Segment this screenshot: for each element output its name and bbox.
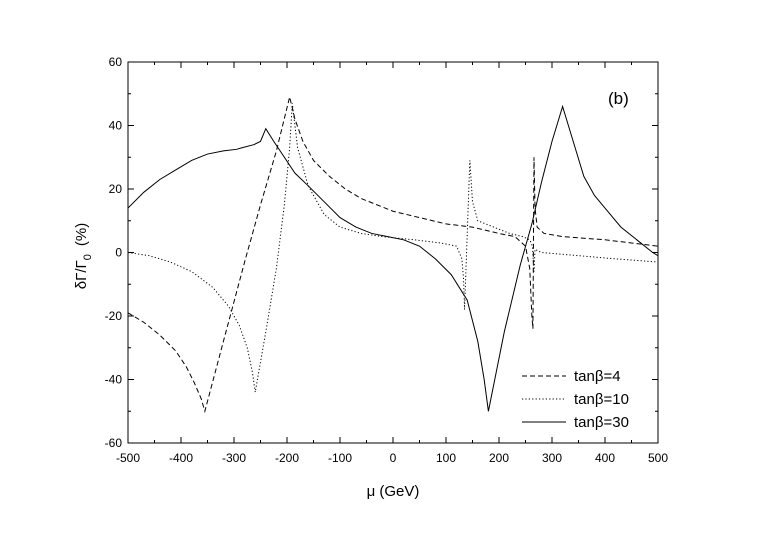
y-tick-label: 40 (109, 119, 123, 133)
x-tick-label: 400 (595, 451, 615, 465)
y-axis-title-subscript: 0 (82, 254, 94, 260)
series-group (127, 96, 659, 414)
x-tick-label: 100 (436, 451, 456, 465)
y-tick-label: 0 (115, 246, 122, 260)
x-tick-label: -500 (116, 451, 140, 465)
legend-label-1: tanβ=4 (574, 368, 621, 385)
x-axis-title: μ (GeV) (367, 483, 420, 500)
y-tick-label: 20 (109, 182, 123, 196)
x-tick-label: 200 (489, 451, 509, 465)
x-tick-label: -300 (222, 451, 246, 465)
y-axis-title-main: δΓ/Γ (73, 260, 90, 289)
plot-frame (127, 61, 659, 444)
panel-label: (b) (608, 89, 629, 108)
y-tick-label: -20 (105, 309, 123, 323)
x-tick-label: 0 (390, 451, 397, 465)
series-line-1 (127, 96, 659, 414)
y-tick-label: -60 (105, 436, 123, 450)
x-tick-label: 500 (648, 451, 668, 465)
y-axis-title-unit: (%) (73, 223, 90, 246)
y-tick-label: 60 (109, 55, 123, 69)
legend: tanβ=4 tanβ=10 tanβ=30 (522, 368, 629, 431)
x-tick-label: 300 (542, 451, 562, 465)
series-line-3 (127, 104, 659, 412)
x-tick-label: -400 (169, 451, 193, 465)
tick-label-group: -500 -400 -300 -200 -100 0 100 200 300 400 500-60-… (105, 55, 669, 465)
legend-label-3: tanβ=30 (574, 414, 629, 431)
svg-text:δΓ/Γ0(%): δΓ/Γ0 (%) (73, 223, 94, 290)
tick-group (127, 61, 659, 444)
x-tick-label: -100 (328, 451, 352, 465)
series-line-2 (127, 103, 659, 393)
y-axis-title: δΓ/Γ0 (%) (73, 223, 94, 290)
x-tick-label: -200 (275, 451, 299, 465)
y-tick-label: -40 (105, 373, 123, 387)
legend-label-2: tanβ=10 (574, 391, 629, 408)
